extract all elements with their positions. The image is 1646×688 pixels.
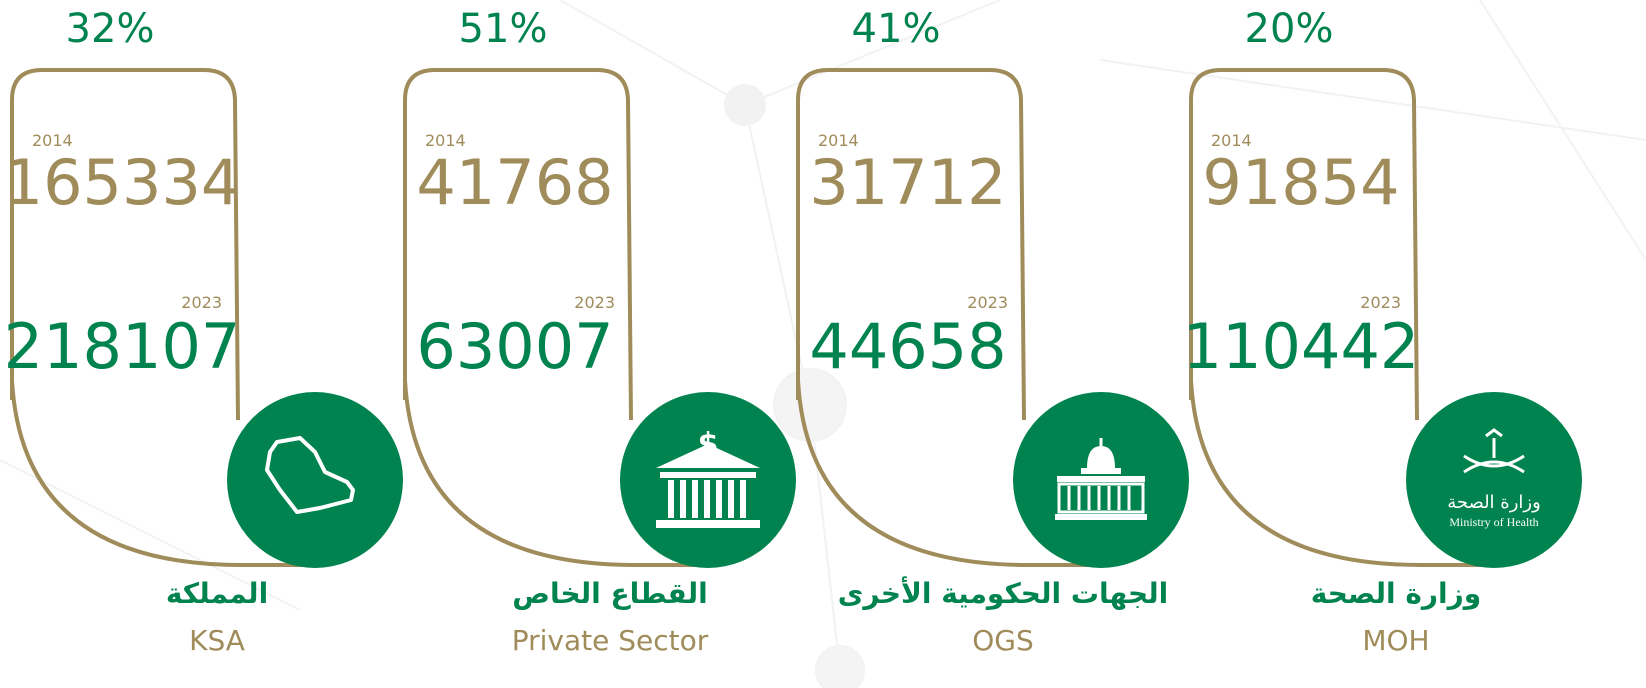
year-start: 2014 — [425, 131, 466, 150]
name-en: OGS — [972, 624, 1034, 657]
year-start: 2014 — [818, 131, 859, 150]
value-start: 165334 — [4, 146, 241, 219]
name-ar: القطاع الخاص — [512, 577, 707, 610]
year-end: 2023 — [181, 293, 222, 312]
cards: 32%20141653342023218107المملكةKSA51%2014… — [4, 6, 1582, 657]
value-end: 44658 — [809, 310, 1006, 383]
value-start: 31712 — [809, 146, 1006, 219]
icon-circle — [1406, 392, 1582, 568]
value-start: 41768 — [416, 146, 613, 219]
name-ar: وزارة الصحة — [1311, 577, 1481, 610]
percent: 20% — [1245, 6, 1334, 52]
name-en: MOH — [1362, 624, 1429, 657]
name-ar: المملكة — [166, 577, 268, 610]
year-end: 2023 — [967, 293, 1008, 312]
percent: 41% — [852, 6, 941, 52]
value-end: 218107 — [4, 310, 241, 383]
card-outline — [403, 68, 705, 567]
value-end: 110442 — [1183, 310, 1420, 383]
card-outline — [1189, 68, 1491, 567]
percent: 51% — [459, 6, 548, 52]
name-en: Private Sector — [512, 624, 709, 657]
year-start: 2014 — [1211, 131, 1252, 150]
year-start: 2014 — [32, 131, 73, 150]
value-end: 63007 — [416, 310, 613, 383]
logo-text-ar: وزارة الصحة — [1447, 492, 1541, 513]
logo-text-en: Ministry of Health — [1449, 515, 1538, 529]
value-start: 91854 — [1202, 146, 1399, 219]
percent: 32% — [66, 6, 155, 52]
card-outline — [796, 68, 1098, 567]
icon-circle — [227, 392, 403, 568]
year-end: 2023 — [574, 293, 615, 312]
name-ar: الجهات الحكومية الأخرى — [838, 576, 1169, 610]
card-outline — [10, 68, 312, 567]
name-en: KSA — [189, 624, 245, 657]
year-end: 2023 — [1360, 293, 1401, 312]
